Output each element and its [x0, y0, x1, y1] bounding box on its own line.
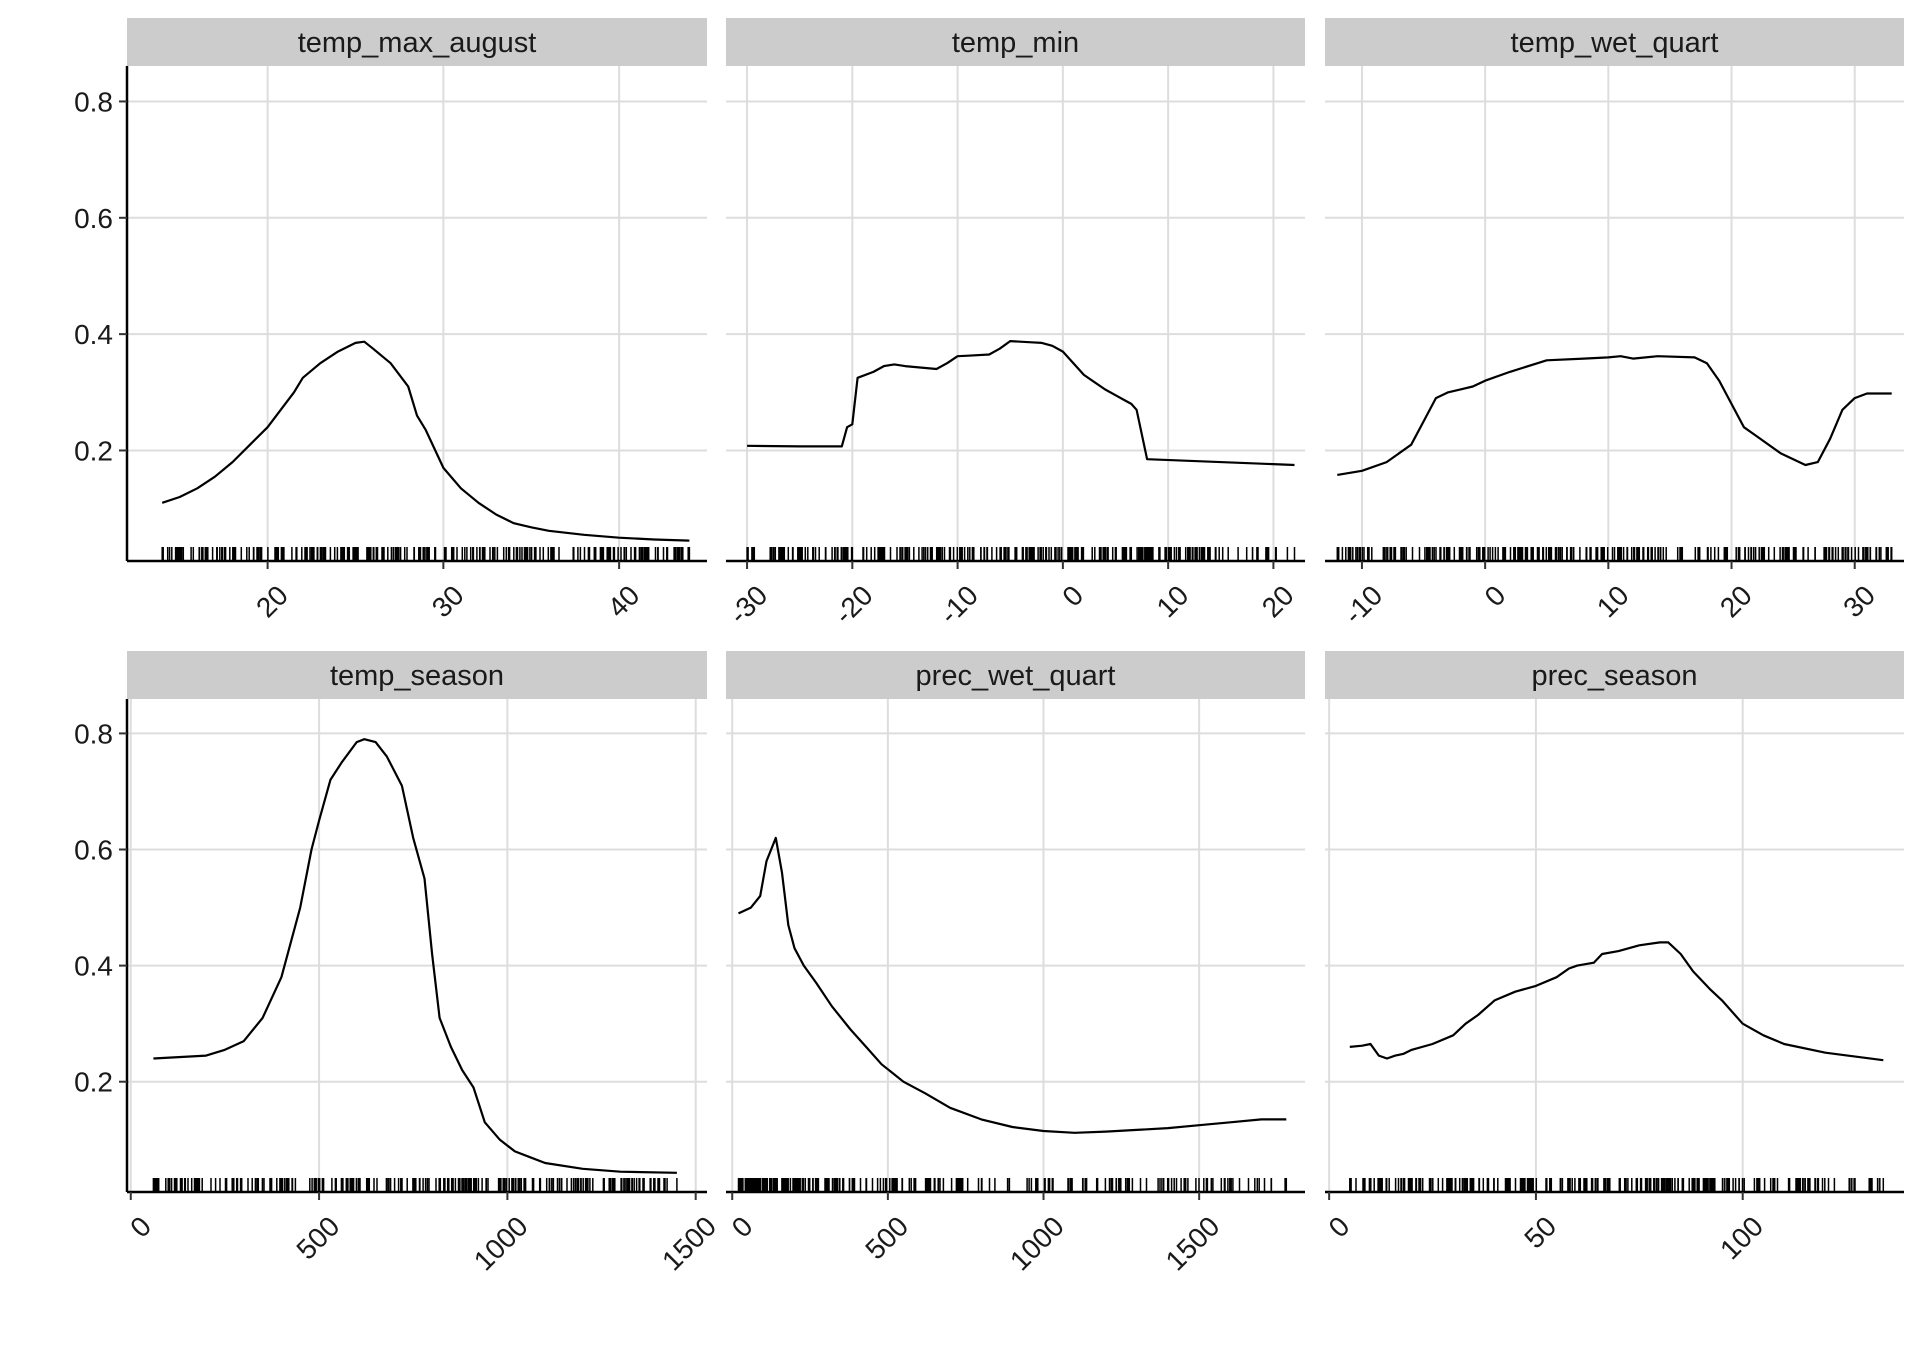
x-tick-label: 500	[859, 1210, 914, 1265]
panel-strip	[726, 651, 1305, 699]
panel-prec-season: prec_season 0 50 100	[1323, 651, 1904, 1265]
x-tick-label: 0	[1323, 1210, 1356, 1243]
x-tick-label: 1500	[1160, 1210, 1226, 1276]
panel-strip	[1325, 651, 1904, 699]
rug-marks	[746, 547, 1296, 561]
rug-marks	[1349, 1178, 1885, 1192]
panel-title: temp_max_august	[298, 27, 537, 59]
series-line	[747, 340, 1295, 467]
x-tick-label: 30	[1837, 579, 1881, 623]
panel-title: temp_min	[952, 27, 1079, 59]
x-tick-label: 100	[1714, 1210, 1769, 1265]
x-tick-label: 500	[291, 1210, 346, 1265]
series-line	[153, 738, 677, 1174]
x-tick-label: -30	[723, 579, 774, 630]
y-tick-label: 0.2	[74, 1067, 113, 1098]
x-tick-label: -10	[1338, 579, 1389, 630]
rug-marks	[1336, 547, 1893, 561]
x-tick-label: 1000	[468, 1210, 534, 1276]
y-tick-label: 0.4	[74, 319, 113, 350]
x-tick-label: -20	[828, 579, 879, 630]
series-line	[738, 836, 1287, 1134]
panel-temp-wet-quart: temp_wet_quart -10 0 10 20 30	[1325, 18, 1904, 630]
panel-temp-min: temp_min -30 -20 -10 0 10 20	[723, 18, 1305, 630]
x-tick-label: 40	[602, 579, 646, 623]
x-tick-label: 20	[250, 579, 294, 623]
x-tick-label: 1000	[1004, 1210, 1070, 1276]
panel-title: temp_season	[330, 660, 504, 692]
panel-prec-wet-quart: prec_wet_quart 0 500 1000 1500	[726, 651, 1305, 1276]
panel-strip	[726, 18, 1305, 66]
x-tick-label: 50	[1518, 1210, 1562, 1254]
x-tick-label: 0	[726, 1210, 759, 1243]
y-tick-label: 0.2	[74, 435, 113, 466]
x-tick-label: 0	[124, 1210, 157, 1243]
x-tick-label: 30	[426, 579, 470, 623]
series-line	[161, 340, 690, 542]
x-tick-label: 0	[1056, 579, 1089, 612]
y-tick-label: 0.6	[74, 203, 113, 234]
x-tick-label: 1500	[656, 1210, 722, 1276]
series-line	[1337, 355, 1892, 476]
rug-marks	[152, 1178, 678, 1192]
y-tick-label: 0.8	[74, 86, 113, 117]
panel-strip	[127, 651, 707, 699]
panel-temp-season: temp_season 0.2 0.4 0.6 0.8 0 500 1000 1500	[74, 651, 722, 1276]
x-tick-label: 10	[1591, 579, 1635, 623]
x-tick-label: 20	[1714, 579, 1758, 623]
series-line	[1349, 941, 1884, 1062]
y-tick-label: 0.6	[74, 835, 113, 866]
panel-strip	[127, 18, 707, 66]
panel-title: prec_season	[1531, 660, 1697, 692]
rug-marks	[737, 1178, 1288, 1192]
x-tick-label: 0	[1479, 579, 1512, 612]
rug-marks	[161, 547, 691, 561]
panel-strip	[1325, 18, 1904, 66]
y-tick-label: 0.8	[74, 718, 113, 749]
panel-temp-max-august: temp_max_august 0.2 0.4 0.6 0.8 20 30 40	[74, 18, 707, 623]
x-tick-label: 10	[1151, 579, 1195, 623]
y-tick-label: 0.4	[74, 951, 113, 982]
x-tick-label: 20	[1256, 579, 1300, 623]
x-tick-label: -10	[933, 579, 984, 630]
panel-title: temp_wet_quart	[1511, 27, 1719, 59]
panel-title: prec_wet_quart	[916, 660, 1116, 692]
